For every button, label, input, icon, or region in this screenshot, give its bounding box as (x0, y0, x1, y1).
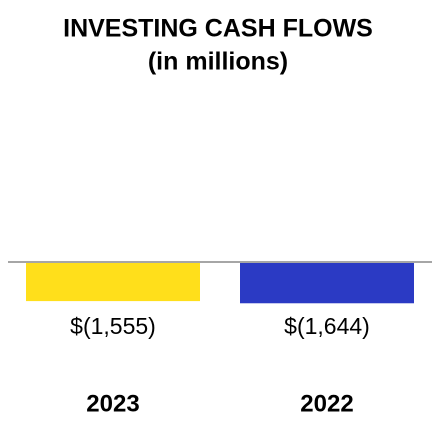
chart-title: INVESTING CASH FLOWS (63, 15, 373, 43)
bar (240, 263, 414, 304)
chart-subtitle: (in millions) (148, 48, 288, 76)
x-tick-label: 2023 (86, 390, 139, 417)
bar (26, 263, 200, 302)
value-label: $(1,644) (284, 313, 370, 339)
value-label: $(1,555) (70, 313, 156, 339)
x-tick-label: 2022 (300, 390, 353, 417)
